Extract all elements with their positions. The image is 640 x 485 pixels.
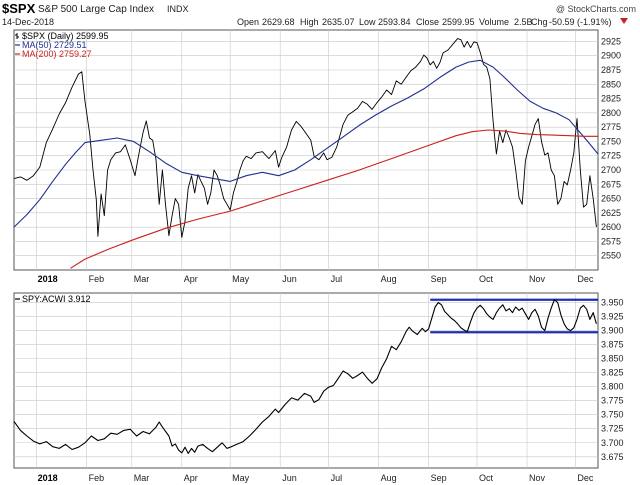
top-y-tick-label: 2900 [601,51,621,61]
top-y-tick-label: 2575 [601,236,621,246]
chart-symbol: $SPX [2,1,36,16]
top-plot-frame [13,29,599,271]
legend-ohlc-icon [15,33,19,39]
top-y-tick-label: 2625 [601,208,621,218]
bottom-x-tick-label: Jun [282,473,297,483]
top-y-tick-label: 2750 [601,136,621,146]
bottom-y-tick-label: 3.925 [601,312,624,322]
bottom-y-tick-label: 3.725 [601,424,624,434]
series-ma50-line [13,59,599,228]
bottom-x-tick-label: Feb [89,473,105,483]
top-x-tick-label: 2018 [38,274,58,284]
bottom-x-tick-label: Oct [479,473,494,483]
ohlc-low: 2593.84 [378,17,411,27]
bottom-x-tick-label: Sep [431,473,447,483]
bottom-x-tick-label: Jul [331,473,343,483]
ratio-panel: 3.675 3.700 3.725 3.750 3.775 3.800 3.825 3.850… [13,292,624,483]
top-x-tick-label: Sep [431,274,447,284]
price-panel: 2550 2575 2600 2625 2650 2675 2700 2725 2750 2775… [13,29,621,284]
ohlc-close: 2599.95 [442,17,475,27]
top-y-tick-label: 2600 [601,222,621,232]
bottom-plot-frame [13,292,599,469]
ohlc-chg: -50.59 (-1.91%) [549,17,612,27]
ohlc-low-label: Low [359,17,376,27]
top-y-tick-label: 2875 [601,65,621,75]
chart-date: 14-Dec-2018 [2,17,54,27]
top-y-tick-label: 2800 [601,108,621,118]
bottom-y-tick-label: 3.775 [601,396,624,406]
legend-ma200-label: MA(200) 2759.27 [22,49,92,59]
ohlc-open-label: Open [237,17,259,27]
top-x-tick-label: May [232,274,250,284]
bottom-y-tick-label: 3.825 [601,368,624,378]
top-y-tick-label: 2725 [601,151,621,161]
top-x-tick-label: Nov [529,274,546,284]
ohlc-high-label: High [300,17,319,27]
legend-price-label: $SPX (Daily) 2599.95 [22,31,109,41]
top-y-tick-label: 2700 [601,165,621,175]
ohlc-volume-label: Volume [479,17,509,27]
top-x-tick-label: Mar [134,274,150,284]
series-ratio-line [13,299,597,454]
bottom-x-tick-label: Apr [184,473,198,483]
top-y-tick-label: 2825 [601,94,621,104]
bottom-y-tick-label: 3.750 [601,410,624,420]
top-x-tick-label: Jun [282,274,297,284]
series-ma200-line [70,129,598,269]
top-x-tick-label: Jul [331,274,343,284]
bottom-x-tick-label: May [232,473,250,483]
watermark: @ StockCharts.com [556,4,636,14]
top-x-tick-label: Dec [577,274,594,284]
top-x-tick-label: Aug [381,274,397,284]
ohlc-volume: 2.5B [514,17,533,27]
top-x-tick-label: Feb [89,274,105,284]
ohlc-close-label: Close [416,17,439,27]
bottom-y-tick-label: 3.675 [601,452,624,462]
ohlc-open: 2629.68 [262,17,295,27]
chart-exchange: INDX [167,4,189,14]
bottom-y-tick-label: 3.800 [601,382,624,392]
ohlc-chg-label: Chg [531,17,548,27]
series-price-line [13,38,597,238]
legend-ratio-label: SPY:ACWI 3.912 [22,294,91,304]
top-y-tick-label: 2775 [601,122,621,132]
top-x-tick-label: Oct [479,274,494,284]
bottom-x-tick-label: Mar [134,473,150,483]
legend-ma50-label: MA(50) 2729.51 [22,40,87,50]
top-y-tick-label: 2650 [601,194,621,204]
bottom-y-tick-label: 3.950 [601,298,624,308]
bottom-y-tick-label: 3.850 [601,354,624,364]
chart-name: S&P 500 Large Cap Index [38,4,154,15]
bottom-y-tick-label: 3.875 [601,340,624,350]
down-arrow-icon [620,18,628,24]
bottom-x-tick-label: Aug [381,473,397,483]
bottom-y-tick-label: 3.700 [601,438,624,448]
bottom-y-tick-label: 3.900 [601,326,624,336]
top-y-tick-label: 2925 [601,36,621,46]
bottom-x-tick-label: 2018 [38,473,58,483]
bottom-x-tick-label: Nov [529,473,546,483]
ohlc-high: 2635.07 [322,17,355,27]
bottom-x-tick-label: Dec [577,473,594,483]
top-y-tick-label: 2675 [601,179,621,189]
top-y-tick-label: 2550 [601,251,621,261]
top-x-tick-label: Apr [184,274,198,284]
top-y-tick-label: 2850 [601,79,621,89]
